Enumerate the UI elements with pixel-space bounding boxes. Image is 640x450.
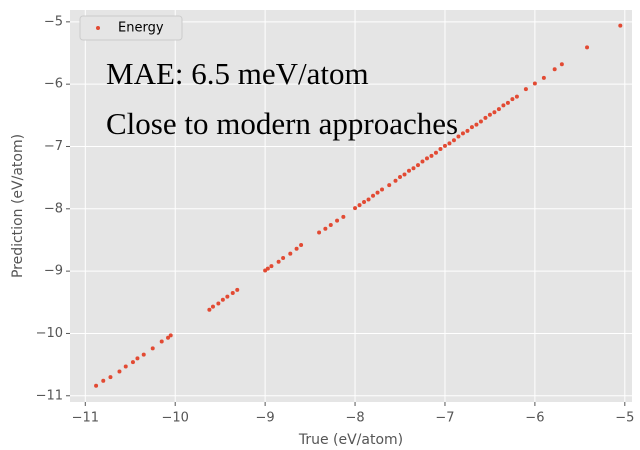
point — [288, 251, 293, 256]
point — [101, 378, 106, 383]
point — [371, 193, 376, 198]
point — [362, 199, 367, 204]
y-tick-label: −10 — [36, 326, 63, 341]
point — [335, 218, 340, 223]
point — [299, 242, 304, 247]
point — [294, 246, 299, 251]
x-tick-label: −9 — [256, 411, 275, 426]
point — [159, 339, 164, 344]
point — [447, 141, 452, 146]
y-axis-label: Prediction (eV/atom) — [10, 134, 26, 278]
plot-area — [70, 10, 632, 402]
point — [438, 146, 443, 151]
point — [328, 223, 333, 228]
point — [387, 183, 392, 188]
point — [585, 45, 590, 50]
point — [276, 259, 281, 264]
point — [94, 383, 99, 388]
y-tick-label: −8 — [44, 201, 63, 216]
point — [235, 287, 240, 292]
annotation: MAE: 6.5 meV/atom — [106, 56, 369, 91]
x-tick-label: −6 — [525, 411, 544, 426]
point — [496, 107, 501, 112]
annotation: Close to modern approaches — [106, 106, 458, 141]
point — [487, 112, 492, 117]
point — [168, 333, 173, 338]
point — [207, 307, 212, 312]
point — [230, 290, 235, 295]
point — [532, 81, 537, 86]
point — [618, 23, 623, 28]
point — [402, 172, 407, 177]
point — [474, 122, 479, 127]
point — [210, 304, 215, 309]
point — [366, 197, 371, 202]
point — [220, 297, 225, 302]
x-axis-label: True (eV/atom) — [298, 432, 403, 448]
point — [323, 226, 328, 231]
point — [398, 175, 403, 180]
point — [451, 138, 456, 143]
point — [393, 178, 398, 183]
point — [501, 103, 506, 108]
point — [269, 264, 274, 269]
point — [406, 168, 411, 173]
point — [166, 335, 171, 340]
point — [460, 131, 465, 136]
point — [465, 128, 470, 133]
x-tick-label: −10 — [161, 411, 188, 426]
point — [442, 143, 447, 148]
point — [510, 97, 515, 102]
point — [483, 115, 488, 120]
point — [117, 369, 122, 374]
point — [456, 134, 461, 139]
point — [411, 166, 416, 171]
point — [108, 375, 113, 380]
point — [150, 346, 155, 351]
point — [505, 100, 510, 105]
point — [353, 206, 358, 211]
y-tick-label: −5 — [44, 14, 63, 29]
x-tick-label: −5 — [615, 411, 634, 426]
point — [420, 159, 425, 164]
point — [130, 360, 135, 365]
y-tick-label: −6 — [44, 77, 63, 92]
point — [225, 294, 230, 299]
legend-marker — [96, 26, 100, 30]
point — [552, 67, 557, 72]
point — [341, 214, 346, 219]
point — [541, 75, 546, 80]
x-tick-label: −8 — [345, 411, 364, 426]
legend-box — [79, 15, 183, 41]
point — [265, 266, 270, 271]
point — [375, 190, 380, 195]
point — [523, 87, 528, 92]
legend-label: Energy — [118, 21, 164, 36]
y-tick-label: −7 — [44, 139, 63, 154]
point — [317, 230, 322, 235]
point — [135, 356, 140, 361]
x-tick-label: −7 — [435, 411, 454, 426]
point — [559, 62, 564, 67]
point — [424, 156, 429, 161]
point — [281, 256, 286, 261]
point — [357, 203, 362, 208]
point — [433, 150, 438, 155]
point — [415, 163, 420, 168]
point — [429, 153, 434, 158]
point — [216, 301, 221, 306]
x-tick-label: −11 — [72, 411, 99, 426]
point — [380, 187, 385, 192]
point — [469, 125, 474, 130]
point — [478, 119, 483, 124]
point — [492, 110, 497, 115]
y-tick-label: −11 — [36, 388, 63, 403]
y-tick-label: −9 — [44, 264, 63, 279]
point — [141, 352, 146, 357]
point — [123, 364, 128, 369]
point — [514, 94, 519, 99]
